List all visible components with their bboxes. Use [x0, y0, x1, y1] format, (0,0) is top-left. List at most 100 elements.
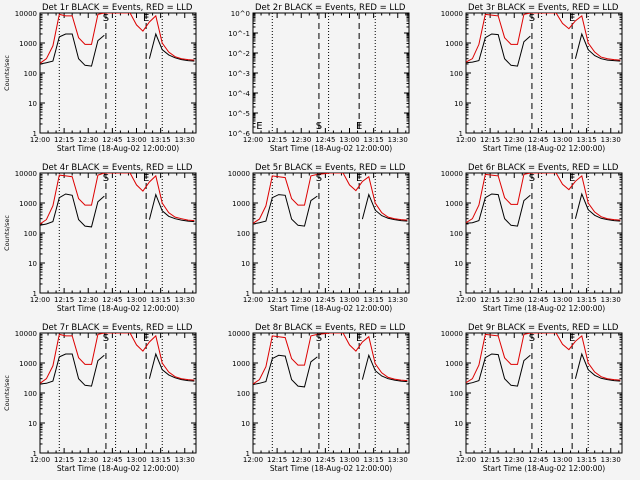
marker-s: S — [316, 173, 322, 184]
x-tick-label: 12:30 — [291, 456, 311, 464]
y-tick-label: 100 — [237, 390, 250, 398]
x-tick-label: 12:45 — [315, 456, 335, 464]
series-line-lld — [466, 13, 621, 63]
marker-e: E — [569, 173, 575, 184]
y-tick-label: 100 — [24, 390, 37, 398]
x-tick-label: 12:15 — [480, 136, 500, 144]
y-tick-label: 10 — [28, 260, 37, 268]
panel-det-2r: Det 2r BLACK = Events, RED = LLD 12:00 12:… — [228, 3, 410, 153]
panel-title: Det 8r BLACK = Events, RED = LLD — [255, 323, 406, 333]
x-tick-label: 12:00 — [243, 296, 263, 304]
x-tick-label: 12:15 — [54, 456, 74, 464]
series-line-events — [466, 32, 621, 67]
x-tick-label: 12:30 — [78, 456, 98, 464]
y-tick-label: 1 — [459, 290, 463, 298]
x-axis-label: Start Time (18-Aug-02 12:00:00) — [57, 304, 179, 313]
y-axis-label: Counts/sec — [3, 55, 11, 91]
marker-s: S — [316, 333, 322, 344]
x-tick-label: 13:30 — [601, 296, 621, 304]
x-tick-label: 12:30 — [78, 296, 98, 304]
x-tick-label: 13:00 — [552, 136, 572, 144]
x-tick-label: 12:45 — [315, 296, 335, 304]
x-tick-label: 13:00 — [126, 136, 146, 144]
x-axis-label: Start Time (18-Aug-02 12:00:00) — [270, 304, 392, 313]
x-axis-label: Start Time (18-Aug-02 12:00:00) — [270, 464, 392, 473]
x-tick-label: 13:30 — [388, 296, 408, 304]
y-tick-label: 1000 — [445, 40, 463, 48]
y-tick-label: 1000 — [19, 40, 37, 48]
x-tick-label: 13:30 — [175, 456, 195, 464]
y-tick-label: 10000 — [228, 170, 250, 178]
plot-frame — [252, 12, 410, 134]
series-line-events — [466, 352, 621, 387]
series-line-lld — [40, 173, 195, 225]
panel-det-4r: Det 4r BLACK = Events, RED = LLD 12:00 12:… — [3, 163, 197, 313]
plot-frame — [39, 172, 197, 294]
y-tick-label: 10 — [28, 420, 37, 428]
series-line-lld — [253, 333, 408, 385]
x-tick-label: 12:45 — [102, 296, 122, 304]
x-tick-label: 12:00 — [243, 456, 263, 464]
panel-det-5r: Det 5r BLACK = Events, RED = LLD 12:00 12:… — [228, 163, 410, 313]
panel-det-8r: Det 8r BLACK = Events, RED = LLD 12:00 12:… — [228, 323, 410, 473]
x-tick-label: 12:30 — [291, 136, 311, 144]
x-tick-label: 12:15 — [480, 296, 500, 304]
series-line-events — [40, 32, 195, 67]
x-tick-label: 13:00 — [552, 456, 572, 464]
x-tick-label: 12:00 — [30, 456, 50, 464]
y-tick-label: 100 — [450, 390, 463, 398]
x-tick-label: 12:45 — [528, 296, 548, 304]
panel-title: Det 2r BLACK = Events, RED = LLD — [255, 3, 406, 13]
y-tick-label: 10000 — [441, 330, 463, 338]
y-tick-label: 1 — [33, 130, 37, 138]
x-tick-label: 12:00 — [30, 296, 50, 304]
y-tick-label: 1 — [246, 450, 250, 458]
series-line-events — [40, 192, 195, 228]
y-tick-label: 1 — [33, 450, 37, 458]
y-tick-label: 1 — [246, 290, 250, 298]
y-tick-label: 10 — [454, 420, 463, 428]
plot-frame — [465, 172, 623, 294]
x-tick-label: 12:00 — [456, 136, 476, 144]
x-tick-label: 12:30 — [504, 136, 524, 144]
y-tick-label: 10^-1 — [228, 30, 250, 38]
x-tick-label: 12:45 — [102, 136, 122, 144]
panel-title: Det 3r BLACK = Events, RED = LLD — [468, 3, 619, 13]
plot-frame — [465, 332, 623, 454]
y-tick-label: 1000 — [19, 360, 37, 368]
y-tick-label: 10000 — [15, 10, 37, 18]
y-axis-label: Counts/sec — [3, 215, 11, 251]
y-tick-label: 100 — [450, 230, 463, 238]
x-tick-label: 12:15 — [267, 296, 287, 304]
x-tick-label: 12:30 — [504, 296, 524, 304]
y-tick-label: 10000 — [228, 330, 250, 338]
marker-s: S — [316, 121, 322, 132]
panel-det-6r: Det 6r BLACK = Events, RED = LLD 12:00 12:… — [441, 163, 623, 313]
y-tick-label: 10 — [454, 100, 463, 108]
x-tick-label: 13:00 — [552, 296, 572, 304]
x-axis-label: Start Time (18-Aug-02 12:00:00) — [270, 144, 392, 153]
x-tick-label: 13:15 — [577, 456, 597, 464]
panel-title: Det 7r BLACK = Events, RED = LLD — [42, 323, 193, 333]
x-tick-label: 13:15 — [151, 456, 171, 464]
marker-e: E — [569, 333, 575, 344]
x-tick-label: 12:15 — [480, 456, 500, 464]
x-tick-label: 13:00 — [339, 296, 359, 304]
x-tick-label: 12:30 — [504, 456, 524, 464]
panel-det-9r: Det 9r BLACK = Events, RED = LLD 12:00 12:… — [441, 323, 623, 473]
x-tick-label: 13:15 — [577, 296, 597, 304]
x-tick-label: 12:00 — [30, 136, 50, 144]
x-tick-label: 12:00 — [456, 296, 476, 304]
y-tick-label: 1 — [33, 290, 37, 298]
y-tick-label: 1000 — [445, 360, 463, 368]
series-line-events — [253, 353, 408, 388]
series-line-lld — [466, 333, 621, 384]
panel-title: Det 1r BLACK = Events, RED = LLD — [42, 3, 193, 13]
x-tick-label: 13:15 — [364, 456, 384, 464]
x-tick-label: 12:45 — [528, 456, 548, 464]
plot-frame — [252, 332, 410, 454]
x-tick-label: 13:30 — [388, 136, 408, 144]
marker-e: E — [143, 173, 149, 184]
y-tick-label: 10^-6 — [228, 130, 250, 138]
